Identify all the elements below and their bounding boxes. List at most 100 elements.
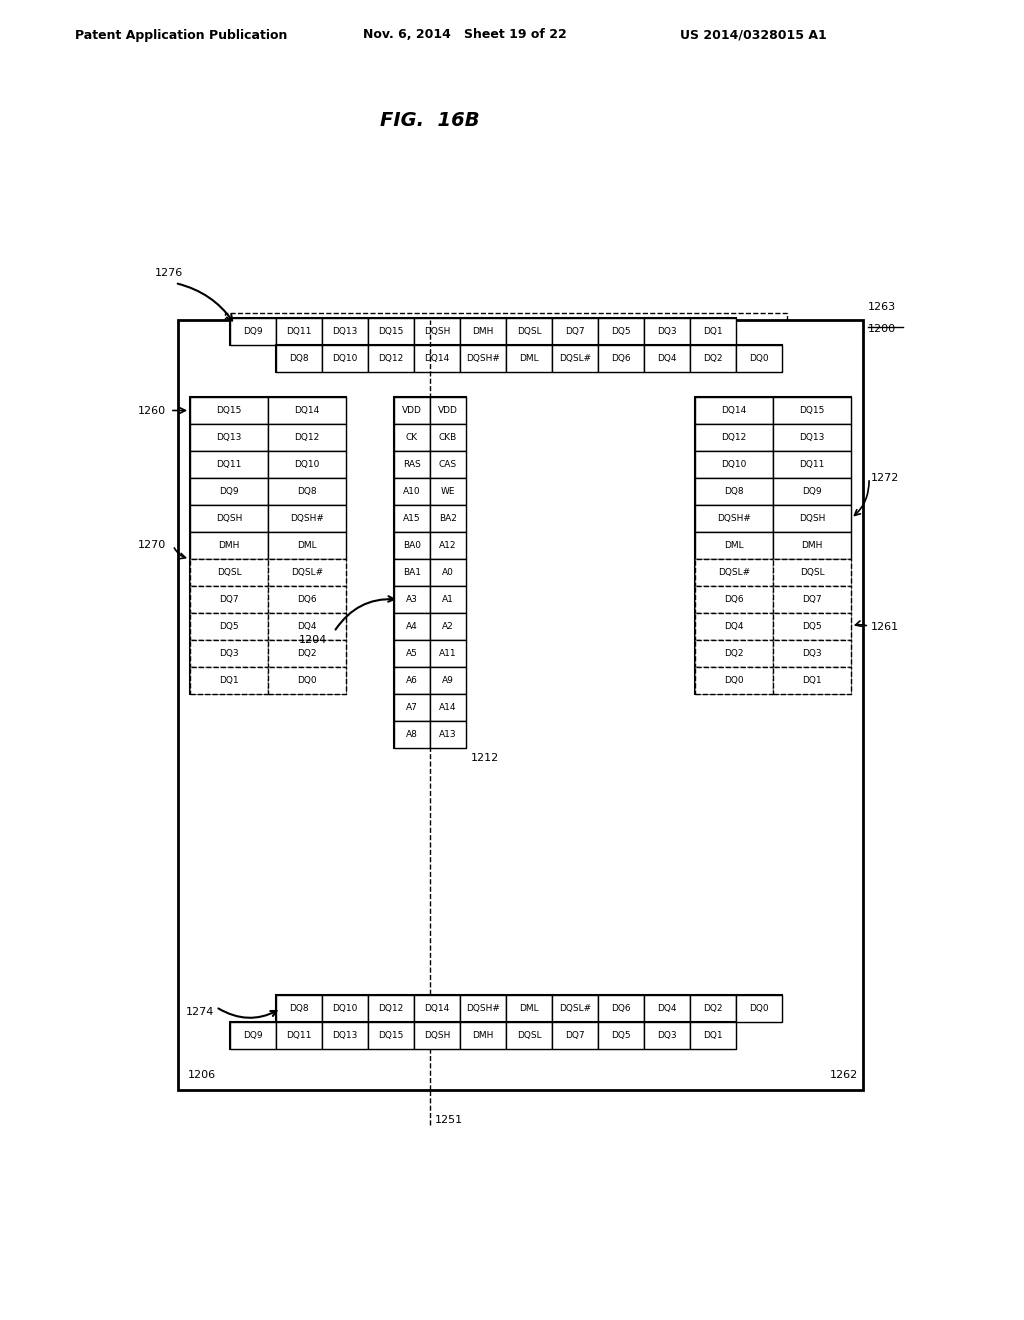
FancyBboxPatch shape [598,318,644,345]
Text: A4: A4 [407,622,418,631]
Text: DML: DML [519,1005,539,1012]
Text: DQ6: DQ6 [611,1005,631,1012]
Text: DQ12: DQ12 [294,433,319,442]
FancyBboxPatch shape [506,1022,552,1049]
FancyBboxPatch shape [414,318,460,345]
FancyBboxPatch shape [230,318,276,345]
FancyBboxPatch shape [276,995,322,1022]
FancyBboxPatch shape [736,995,782,1022]
FancyBboxPatch shape [430,532,466,558]
Text: A8: A8 [407,730,418,739]
Text: DQ3: DQ3 [219,649,239,657]
Text: DQ0: DQ0 [750,354,769,363]
FancyBboxPatch shape [598,345,644,372]
FancyBboxPatch shape [230,1022,276,1049]
Text: DQ3: DQ3 [802,649,822,657]
FancyBboxPatch shape [695,478,773,506]
Text: DQ3: DQ3 [657,1031,677,1040]
Text: DQ3: DQ3 [657,327,677,337]
FancyBboxPatch shape [430,612,466,640]
FancyBboxPatch shape [276,1022,322,1049]
Text: 1262: 1262 [829,1071,858,1080]
Text: DQ14: DQ14 [424,354,450,363]
FancyBboxPatch shape [460,1022,506,1049]
Text: DQ5: DQ5 [802,622,822,631]
FancyBboxPatch shape [368,1022,414,1049]
Text: FIG.  16B: FIG. 16B [380,111,480,129]
FancyBboxPatch shape [695,640,773,667]
Text: BA2: BA2 [439,513,457,523]
FancyBboxPatch shape [598,995,644,1022]
Text: DQ12: DQ12 [379,354,403,363]
FancyBboxPatch shape [414,345,460,372]
FancyBboxPatch shape [394,612,430,640]
FancyBboxPatch shape [190,478,268,506]
FancyBboxPatch shape [773,397,851,424]
FancyBboxPatch shape [736,345,782,372]
Text: 1274: 1274 [186,1007,214,1016]
Text: 1204: 1204 [299,635,328,645]
FancyBboxPatch shape [430,721,466,748]
FancyBboxPatch shape [276,345,782,372]
FancyBboxPatch shape [430,451,466,478]
Text: DQSL: DQSL [800,568,824,577]
FancyBboxPatch shape [695,586,773,612]
FancyBboxPatch shape [690,1022,736,1049]
FancyBboxPatch shape [268,532,346,558]
FancyBboxPatch shape [394,532,430,558]
FancyBboxPatch shape [368,318,414,345]
FancyBboxPatch shape [430,506,466,532]
Text: DQSH#: DQSH# [290,513,324,523]
FancyBboxPatch shape [460,345,506,372]
Text: DQSH#: DQSH# [466,1005,500,1012]
FancyBboxPatch shape [190,612,268,640]
FancyBboxPatch shape [552,1022,598,1049]
FancyBboxPatch shape [430,586,466,612]
FancyBboxPatch shape [430,694,466,721]
FancyBboxPatch shape [230,318,736,345]
Text: 1270: 1270 [138,540,166,550]
FancyBboxPatch shape [190,397,346,694]
Text: WE: WE [440,487,456,496]
Text: DQ11: DQ11 [287,327,311,337]
Text: 1212: 1212 [471,752,500,763]
Text: DQ5: DQ5 [611,1031,631,1040]
FancyBboxPatch shape [268,667,346,694]
Text: DQSH: DQSH [424,1031,451,1040]
FancyBboxPatch shape [368,345,414,372]
FancyBboxPatch shape [394,424,430,451]
FancyBboxPatch shape [190,558,268,586]
Text: A7: A7 [407,704,418,711]
Text: Nov. 6, 2014   Sheet 19 of 22: Nov. 6, 2014 Sheet 19 of 22 [362,29,566,41]
Text: DQ0: DQ0 [750,1005,769,1012]
Text: DQ6: DQ6 [611,354,631,363]
FancyBboxPatch shape [690,318,736,345]
Text: DQSH: DQSH [799,513,825,523]
FancyBboxPatch shape [230,1022,736,1049]
Text: DQ0: DQ0 [297,676,316,685]
Text: DQ4: DQ4 [657,1005,677,1012]
Text: DQ9: DQ9 [219,487,239,496]
Text: DQ2: DQ2 [703,354,723,363]
Text: DQ1: DQ1 [219,676,239,685]
Text: DQ9: DQ9 [243,327,263,337]
FancyBboxPatch shape [695,506,773,532]
Text: DQ11: DQ11 [287,1031,311,1040]
Text: DQ1: DQ1 [703,327,723,337]
Text: A6: A6 [407,676,418,685]
FancyBboxPatch shape [644,995,690,1022]
Text: 1261: 1261 [871,622,899,631]
FancyBboxPatch shape [268,506,346,532]
FancyBboxPatch shape [690,995,736,1022]
FancyBboxPatch shape [695,667,773,694]
Text: DQ0: DQ0 [724,676,743,685]
FancyBboxPatch shape [394,451,430,478]
FancyBboxPatch shape [430,667,466,694]
Text: A15: A15 [403,513,421,523]
FancyBboxPatch shape [268,586,346,612]
Text: DQ13: DQ13 [333,327,357,337]
Text: DQ12: DQ12 [721,433,746,442]
Text: A11: A11 [439,649,457,657]
Text: DQSH: DQSH [424,327,451,337]
FancyBboxPatch shape [460,995,506,1022]
